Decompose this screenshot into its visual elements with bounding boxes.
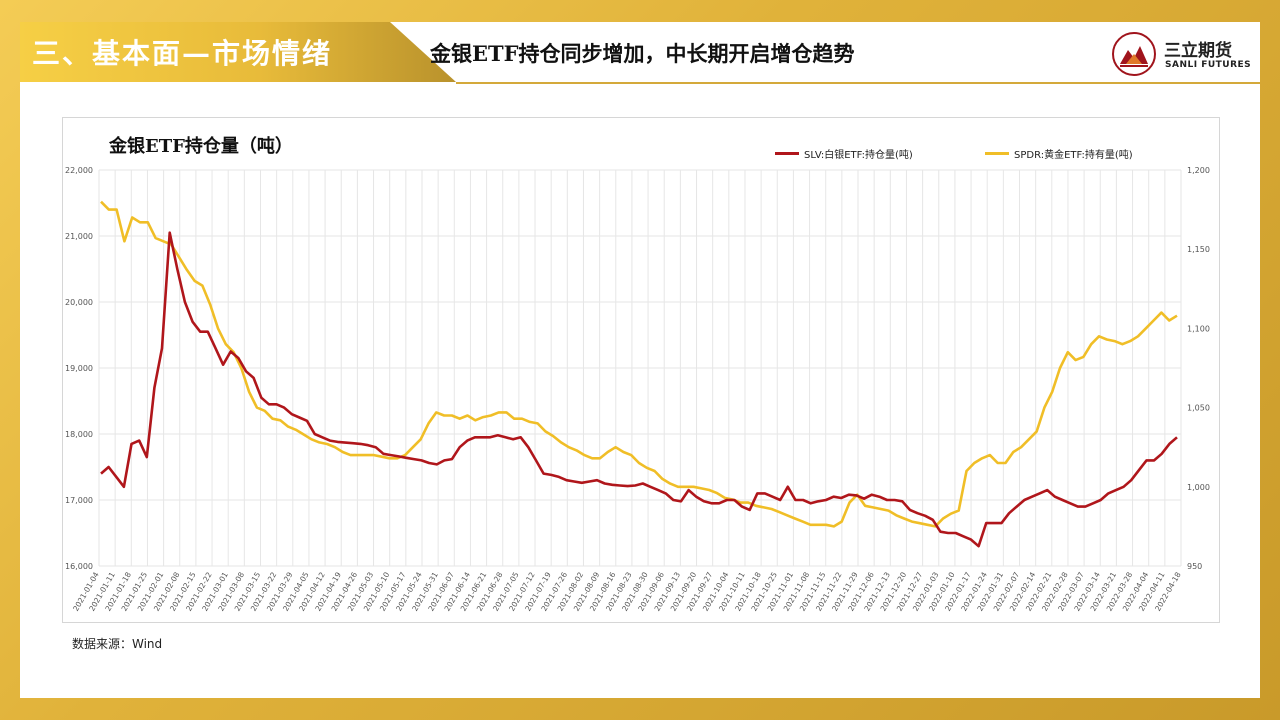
company-logo: 三立期货 SANLI FUTURES — [1112, 32, 1252, 78]
legend-label-spdr: SPDR:黄金ETF:持有量(吨) — [1014, 150, 1133, 161]
header-rule — [456, 82, 1260, 84]
y-tick-label: 20,000 — [65, 298, 93, 307]
legend-item-spdr: SPDR:黄金ETF:持有量(吨) — [985, 146, 1133, 161]
mountain-logo-icon — [1112, 32, 1156, 76]
chart-frame: 金银ETF持仓量（吨） SLV:白银ETF:持仓量(吨) SPDR:黄金ETF:… — [62, 117, 1220, 623]
section-banner: 三、基本面—市场情绪 — [20, 22, 456, 82]
logo-english-name: SANLI FUTURES — [1165, 60, 1252, 70]
y-tick-label: 19,000 — [65, 364, 93, 373]
etf-holdings-chart: 16,000 17,000 18,000 19,000 20,000 21,000 22,0… — [65, 166, 1210, 613]
legend-swatch-slv — [775, 152, 799, 155]
slide: 三、基本面—市场情绪 金银ETF持仓同步增加，中长期开启增仓趋势 三立期货 SA… — [20, 22, 1260, 698]
y2-tick-label: 1,050 — [1187, 404, 1210, 413]
y-tick-label: 16,000 — [65, 562, 93, 571]
y-tick-label: 22,000 — [65, 166, 93, 175]
y-tick-label: 17,000 — [65, 496, 93, 505]
logo-chinese-name: 三立期货 — [1164, 41, 1232, 61]
legend-item-slv: SLV:白银ETF:持仓量(吨) — [775, 146, 913, 161]
headline: 金银ETF持仓同步增加，中长期开启增仓趋势 — [430, 41, 855, 66]
y-tick-label: 18,000 — [65, 430, 93, 439]
y-tick-label: 21,000 — [65, 232, 93, 241]
series-line-slv — [100, 231, 1178, 548]
y2-tick-label: 1,000 — [1187, 483, 1210, 492]
mountain-logo-graphic — [1120, 46, 1148, 67]
y2-tick-label: 1,150 — [1187, 245, 1210, 254]
legend-swatch-spdr — [985, 152, 1009, 155]
legend-label-slv: SLV:白银ETF:持仓量(吨) — [804, 150, 913, 161]
chart-title: 金银ETF持仓量（吨） — [109, 136, 293, 157]
y2-tick-label: 1,100 — [1187, 324, 1210, 333]
y2-tick-label: 1,200 — [1187, 166, 1210, 175]
series-line-spdr — [100, 200, 1178, 528]
section-title: 三、基本面—市场情绪 — [32, 37, 333, 70]
y2-tick-label: 950 — [1187, 562, 1202, 571]
data-source: 数据来源：Wind — [72, 637, 163, 651]
